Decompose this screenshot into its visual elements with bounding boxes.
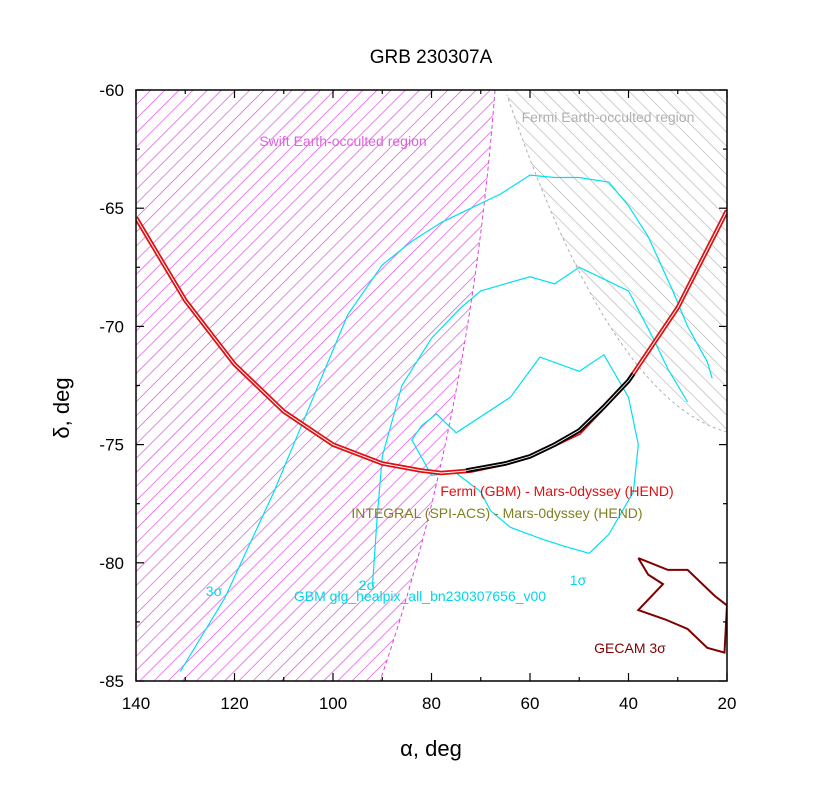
gbm-1sigma-label: 1σ (570, 572, 587, 588)
y-tick-label: -65 (99, 199, 124, 218)
fermi-region-label: Fermi Earth-occulted region (522, 109, 695, 125)
fermi-occulted-boundary (506, 94, 727, 433)
y-axis-title: δ, deg (49, 377, 74, 438)
y-tick-label: -75 (99, 436, 124, 455)
x-tick-label: 60 (521, 694, 540, 713)
axis-ticks (135, 89, 728, 682)
gecam-3sigma-contour (636, 557, 727, 654)
gbm-2sigma-contour (371, 266, 689, 587)
gbm-label: GBM glg_healpix_all_bn230307656_v00 (294, 588, 546, 604)
integral-hend-label: INTEGRAL (SPI-ACS) - Mars-0dyssey (HEND) (351, 505, 642, 521)
fermi-hend-label: Fermi (GBM) - Mars-0dyssey (HEND) (440, 483, 673, 499)
x-tick-label: 80 (422, 694, 441, 713)
swift-occulted-boundary (379, 90, 496, 681)
integral-hend-annulus-inner (465, 373, 634, 471)
gecam-label: GECAM 3σ (594, 640, 666, 656)
x-axis-title: α, deg (400, 736, 462, 761)
gbm-2sigma-label: 2σ (359, 577, 376, 593)
gbm-3sigma-label: 3σ (206, 583, 223, 599)
y-tick-label: -85 (99, 672, 124, 691)
chart-title: GRB 230307A (370, 47, 493, 68)
swift-region-label: Swift Earth-occulted region (259, 133, 426, 149)
x-tick-label: 20 (718, 694, 737, 713)
swift-occulted-region (136, 90, 495, 681)
y-tick-label: -80 (99, 554, 124, 573)
y-tick-label: -70 (99, 317, 124, 336)
fermi-occulted-region (505, 90, 727, 432)
integral-hend-annulus (465, 372, 636, 473)
gbm-1sigma-contour (411, 353, 639, 554)
y-tick-label: -60 (99, 81, 124, 100)
x-tick-label: 40 (619, 694, 638, 713)
x-tick-label: 140 (122, 694, 150, 713)
x-tick-label: 100 (319, 694, 347, 713)
gbm-3sigma-contour (179, 174, 713, 672)
x-tick-label: 120 (220, 694, 248, 713)
